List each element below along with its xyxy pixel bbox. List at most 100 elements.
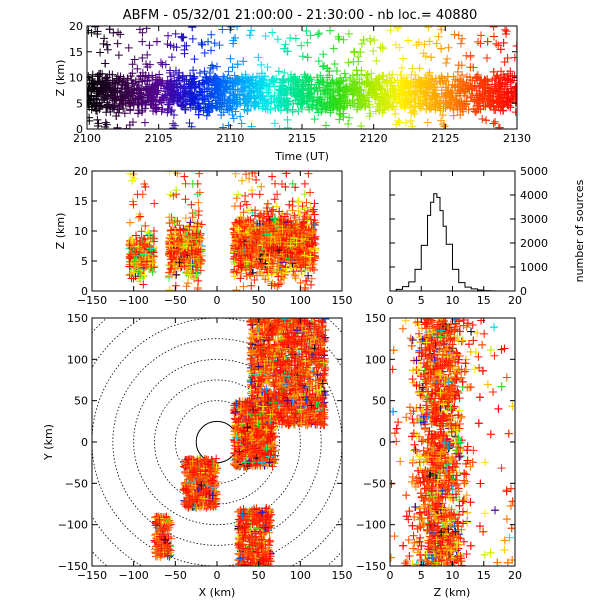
time-height-source bbox=[102, 103, 111, 112]
x-height-source bbox=[168, 218, 177, 227]
x-height-source bbox=[293, 250, 302, 259]
time-height-source bbox=[200, 92, 209, 101]
time-height-source bbox=[117, 83, 126, 92]
time-height-source bbox=[225, 96, 234, 105]
time-height-source bbox=[456, 110, 465, 119]
x-height-source bbox=[235, 229, 244, 238]
x-height-source bbox=[236, 274, 245, 283]
x-height-source bbox=[248, 186, 257, 195]
time-height-source bbox=[501, 80, 510, 89]
x-height-source bbox=[235, 250, 244, 259]
time-height-source bbox=[205, 69, 214, 78]
time-height-source bbox=[402, 73, 411, 82]
x-height-source bbox=[293, 255, 302, 264]
x-height-source bbox=[167, 247, 176, 256]
time-height-source bbox=[489, 96, 498, 105]
x-height-source bbox=[310, 210, 319, 219]
x-height-source bbox=[188, 179, 197, 188]
time-height-source bbox=[162, 80, 171, 89]
x-height-source bbox=[260, 224, 269, 233]
x-height-source bbox=[310, 234, 319, 243]
time-height-source bbox=[102, 92, 111, 101]
x-height-source bbox=[134, 242, 143, 251]
x-height-source bbox=[128, 176, 137, 185]
time-height-source bbox=[93, 115, 102, 124]
time-height-source bbox=[119, 74, 128, 83]
time-height-source bbox=[164, 100, 173, 109]
time-height-source bbox=[128, 60, 137, 69]
time-height-source bbox=[256, 94, 265, 103]
time-height-source bbox=[453, 67, 462, 76]
time-height-source bbox=[93, 27, 102, 36]
x-height-source bbox=[239, 282, 248, 291]
x-height-source bbox=[187, 260, 196, 269]
time-height-source bbox=[266, 105, 275, 114]
time-height-source bbox=[252, 80, 261, 89]
x-tick-label: 50 bbox=[252, 294, 266, 307]
x-height-source bbox=[181, 195, 190, 204]
x-height-source bbox=[188, 260, 197, 269]
x-height-source bbox=[297, 222, 306, 231]
x-height-source bbox=[247, 232, 256, 241]
time-height-source bbox=[96, 48, 105, 57]
time-height-source bbox=[401, 82, 410, 91]
time-height-source bbox=[443, 54, 452, 63]
time-height-source bbox=[179, 92, 188, 101]
time-height-source bbox=[319, 78, 328, 87]
time-height-source bbox=[134, 78, 143, 87]
time-height-source bbox=[217, 111, 226, 120]
x-height-source bbox=[290, 211, 299, 220]
x-height-source bbox=[145, 230, 154, 239]
time-height-source bbox=[436, 78, 445, 87]
time-height-source bbox=[99, 79, 108, 88]
time-height-source bbox=[393, 26, 402, 32]
time-height-source bbox=[421, 89, 430, 98]
x-height-source bbox=[169, 259, 178, 268]
time-height-source bbox=[473, 73, 482, 82]
time-height-source bbox=[473, 89, 482, 98]
time-height-source bbox=[233, 80, 242, 89]
time-height-source bbox=[329, 79, 338, 88]
x-height-source bbox=[278, 225, 287, 234]
time-height-source bbox=[454, 31, 463, 40]
time-height-source bbox=[134, 109, 143, 118]
time-height-source bbox=[190, 55, 199, 64]
x-height-source bbox=[263, 199, 272, 208]
time-height-source bbox=[180, 84, 189, 93]
x-height-source bbox=[264, 261, 273, 270]
x-height-source bbox=[165, 241, 174, 250]
time-height-source bbox=[410, 101, 419, 110]
x-height-source bbox=[285, 200, 294, 209]
x-height-source bbox=[296, 263, 305, 272]
time-height-source bbox=[438, 111, 447, 120]
time-height-source bbox=[203, 75, 212, 84]
time-height-source bbox=[345, 113, 354, 122]
time-height-source bbox=[508, 72, 517, 81]
time-height-source bbox=[140, 118, 149, 127]
time-height-source bbox=[268, 28, 277, 37]
time-height-source bbox=[498, 79, 507, 88]
x-height-source bbox=[192, 271, 201, 280]
x-height-source bbox=[301, 261, 310, 270]
time-height-source bbox=[450, 98, 459, 107]
time-height-source bbox=[168, 86, 177, 95]
time-height-source bbox=[500, 90, 509, 99]
time-height-source bbox=[364, 79, 373, 88]
time-height-source bbox=[232, 93, 241, 102]
time-height-source bbox=[218, 26, 227, 34]
time-height-source bbox=[316, 71, 325, 80]
x-height-source bbox=[246, 270, 255, 279]
x-height-source bbox=[181, 214, 190, 223]
time-height-source bbox=[424, 26, 433, 32]
time-height-source bbox=[250, 93, 259, 102]
x-height-source bbox=[136, 212, 145, 221]
time-height-source bbox=[298, 52, 307, 61]
time-height-source bbox=[238, 78, 247, 87]
time-height-source bbox=[310, 115, 319, 124]
time-height-source bbox=[109, 78, 118, 87]
time-height-source bbox=[319, 50, 328, 59]
time-height-source bbox=[228, 63, 237, 72]
x-height-source bbox=[130, 257, 139, 266]
time-height-source bbox=[103, 73, 112, 82]
